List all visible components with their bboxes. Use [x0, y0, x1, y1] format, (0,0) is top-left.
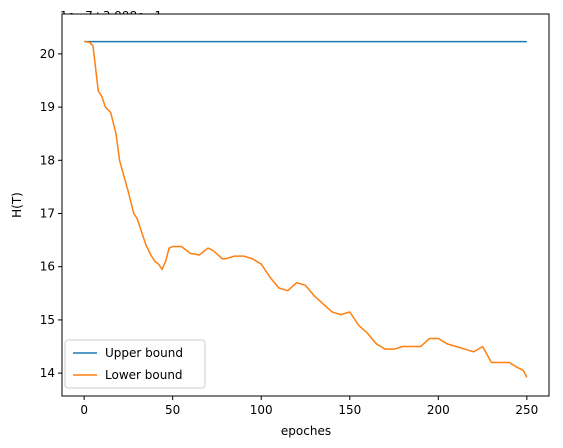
- y-tick-label: 19: [40, 100, 55, 114]
- y-tick-label: 15: [40, 313, 55, 327]
- x-tick-label: 200: [427, 403, 450, 417]
- y-tick-label: 20: [40, 47, 55, 61]
- plot-area: [62, 14, 549, 396]
- y-axis-label: H(T): [10, 192, 24, 218]
- legend-label: Upper bound: [105, 346, 183, 360]
- legend-box: [64, 339, 206, 389]
- x-tick-label: 150: [338, 403, 361, 417]
- axes-frame: [61, 13, 550, 397]
- x-axis-label: epoches: [281, 424, 331, 438]
- x-tick-label: 250: [515, 403, 538, 417]
- x-tick-label: 0: [80, 403, 88, 417]
- y-tick-label: 16: [40, 260, 55, 274]
- x-tick-label: 50: [165, 403, 180, 417]
- y-tick-label: 17: [40, 207, 55, 221]
- y-tick-label: 18: [40, 153, 55, 167]
- x-tick-label: 100: [250, 403, 273, 417]
- line-series: [84, 40, 528, 378]
- legend-label: Lower bound: [105, 368, 183, 382]
- y-tick-label: 14: [40, 366, 55, 380]
